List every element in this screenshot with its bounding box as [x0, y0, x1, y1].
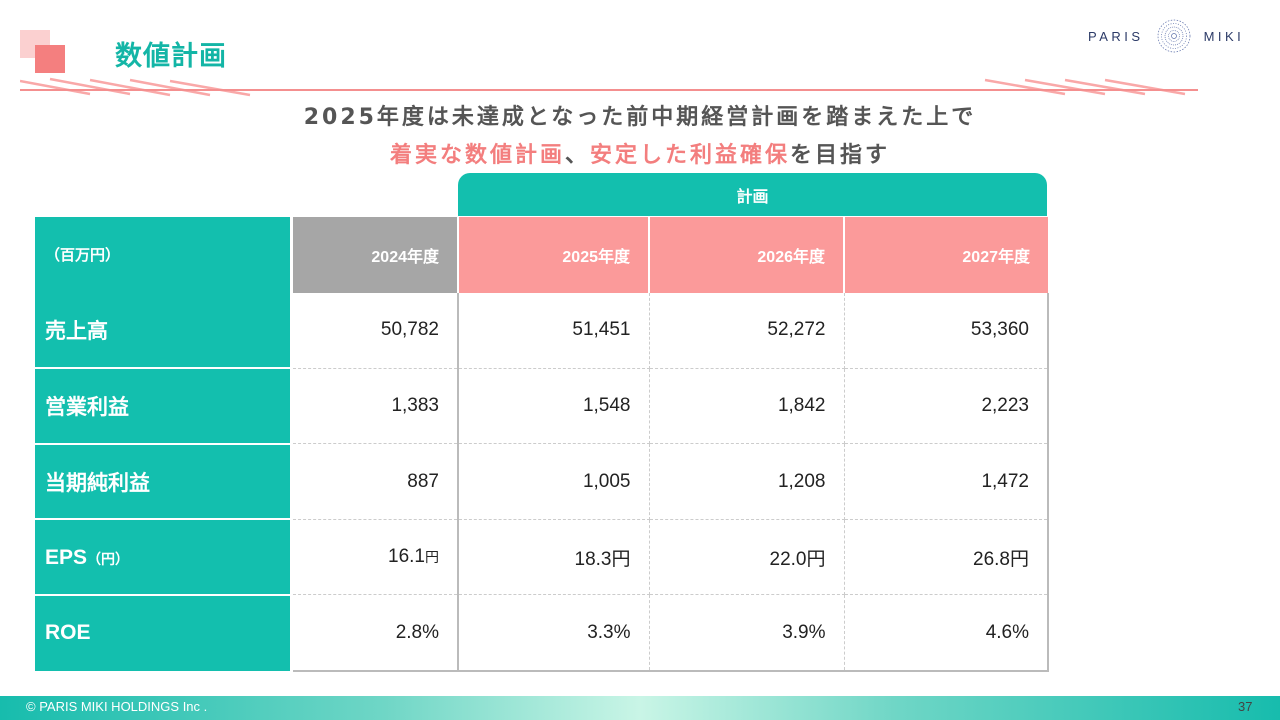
table-header-row: （百万円） 2024年度 2025年度 2026年度 2027年度	[35, 217, 1048, 293]
row-label-sales: 売上高	[35, 292, 293, 370]
cell-roe-2024: 2.8%	[291, 594, 459, 672]
cell-op-2026: 1,842	[649, 368, 845, 445]
financial-plan-table: （百万円） 2024年度 2025年度 2026年度 2027年度 売上高 50…	[35, 217, 1049, 672]
slide-title: 数値計画	[115, 41, 227, 72]
eps-value-2025: 18.3	[574, 548, 612, 570]
row-label-eps-text: EPS	[45, 545, 88, 569]
row-label-eps-unit: （円）	[87, 551, 130, 568]
eps-unit-2026: 円	[806, 548, 826, 570]
table-row-net-income: 当期純利益 887 1,005 1,208 1,472	[35, 443, 1049, 521]
cell-op-2027: 2,223	[844, 368, 1049, 445]
plan-header-tab: 計画	[458, 173, 1047, 216]
logo-text-left: PARIS	[1088, 28, 1144, 44]
logo-text-right: MIKI	[1203, 28, 1245, 44]
headline-highlight-profit: 安定した利益確保	[590, 143, 791, 168]
eps-unit-2025: 円	[611, 548, 631, 570]
footer-bar	[0, 696, 1280, 720]
table-row-roe: ROE 2.8% 3.3% 3.9% 4.6%	[35, 594, 1049, 672]
year-header-2025: 2025年度	[457, 217, 649, 293]
cell-ni-2027: 1,472	[844, 443, 1049, 520]
cell-roe-2026: 3.9%	[649, 594, 845, 672]
cell-op-2024: 1,383	[291, 368, 459, 445]
headline-tail: を目指す	[790, 143, 891, 168]
page-number: 37	[1238, 699, 1253, 714]
eps-unit-2027: 円	[1009, 548, 1029, 570]
cell-sales-2027: 53,360	[844, 292, 1049, 369]
title-decoration-square	[35, 45, 65, 73]
year-header-2024: 2024年度	[290, 217, 458, 293]
cell-ni-2024: 887	[291, 443, 459, 520]
cell-eps-2026: 22.0円	[649, 519, 845, 596]
company-logo: PARIS MIKI	[1088, 18, 1244, 54]
row-label-eps: EPS（円）	[35, 519, 293, 596]
title-stripes-left	[20, 77, 251, 97]
cell-roe-2027: 4.6%	[844, 594, 1049, 672]
cell-roe-2025: 3.3%	[458, 594, 650, 672]
headline-highlight-plan: 着実な数値計画	[389, 143, 565, 168]
eps-value-2027: 26.8	[973, 548, 1010, 570]
cell-ni-2026: 1,208	[649, 443, 845, 520]
table-row-sales: 売上高 50,782 51,451 52,272 53,360	[35, 292, 1049, 370]
cell-ni-2025: 1,005	[458, 443, 650, 520]
cell-eps-2024: 16.1円	[291, 519, 459, 596]
title-stripes-right	[984, 78, 1186, 96]
headline-line-2: 着実な数値計画、安定した利益確保を目指す	[0, 137, 1280, 169]
eps-value-2024: 16.1	[388, 546, 425, 568]
headline-line-1: 2025年度は未達成となった前中期経営計画を踏まえた上で	[303, 105, 977, 130]
cell-sales-2025: 51,451	[458, 292, 650, 369]
eps-unit-2024: 円	[425, 549, 439, 566]
title-underline	[20, 89, 1198, 91]
cell-sales-2026: 52,272	[649, 292, 845, 369]
cell-sales-2024: 50,782	[291, 292, 459, 369]
unit-label: （百万円）	[35, 217, 293, 293]
year-header-2026: 2026年度	[648, 217, 844, 293]
headline-comma: 、	[564, 143, 590, 168]
copyright-text: © PARIS MIKI HOLDINGS Inc .	[26, 699, 208, 714]
table-row-eps: EPS（円） 16.1円 18.3円 22.0円 26.8円	[35, 519, 1049, 596]
table-row-operating-profit: 営業利益 1,383 1,548 1,842 2,223	[35, 368, 1049, 445]
cell-eps-2027: 26.8円	[844, 519, 1049, 596]
row-label-net-income: 当期純利益	[35, 443, 293, 521]
year-header-2027: 2027年度	[843, 217, 1048, 293]
cell-eps-2025: 18.3円	[458, 519, 650, 596]
row-label-roe: ROE	[35, 594, 293, 671]
plan-header-label: 計画	[736, 186, 769, 206]
row-label-operating-profit: 営業利益	[35, 368, 293, 445]
logo-emblem-icon	[1157, 19, 1190, 53]
cell-op-2025: 1,548	[458, 368, 650, 445]
eps-value-2026: 22.0	[769, 548, 807, 570]
